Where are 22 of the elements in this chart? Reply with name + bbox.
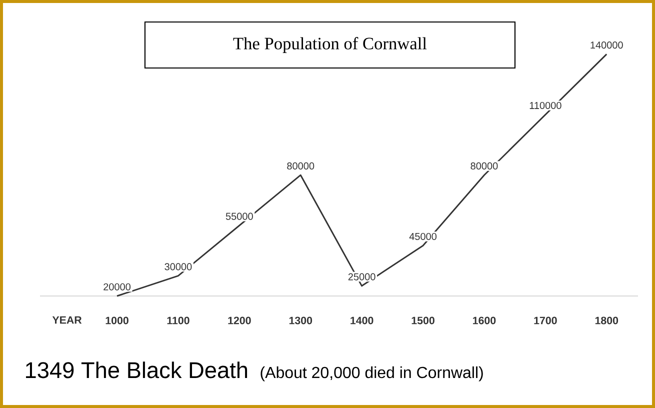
x-tick-label: 1000 [106,316,128,324]
text: 1349 The Black Death [26,362,248,378]
data-label: 20000 [104,283,131,290]
x-axis-title: YEAR [52,316,82,324]
x-tick-label: 1200 [228,316,251,324]
x-tick-label: 1800 [595,316,618,324]
data-label: 80000 [470,162,498,170]
data-label: 45000 [409,232,437,240]
x-tick-label: 1600 [473,316,496,324]
x-tick-label: 1400 [350,316,374,324]
data-label: 140000 [590,42,623,49]
text: (About 20,000 died in Cornwall) [260,366,483,382]
data-label: 25000 [348,273,376,280]
x-tick-label: 1700 [534,316,557,324]
data-label: 110000 [530,102,562,110]
x-tick-label: 1100 [167,316,190,324]
data-label: 30000 [164,263,192,270]
chart-title: The Population of Cornwall [233,37,427,53]
data-label: 55000 [226,212,253,220]
x-tick-label: 1500 [412,316,434,324]
x-tick-label: 1300 [289,316,312,324]
data-label: 80000 [287,162,314,170]
